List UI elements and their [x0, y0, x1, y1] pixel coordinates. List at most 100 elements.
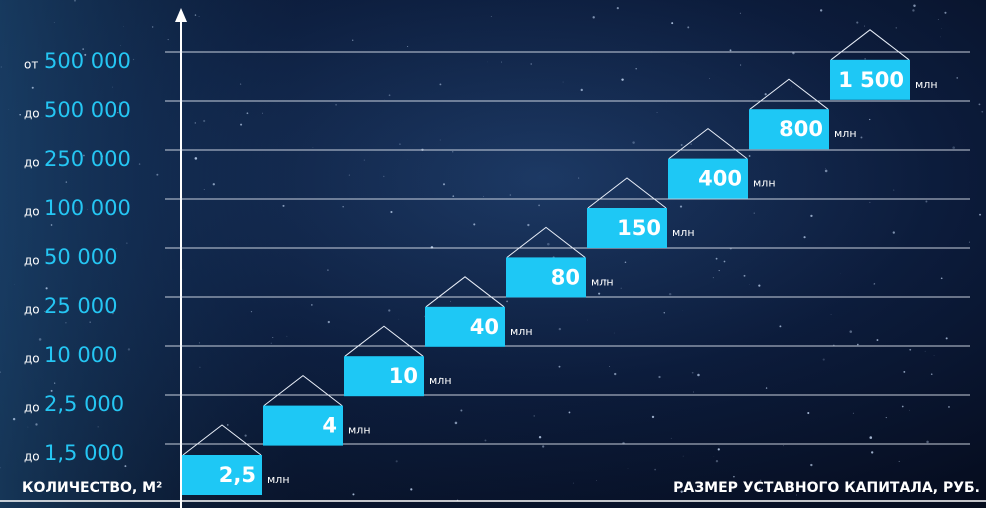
star [388, 94, 391, 97]
step-unit: млн [348, 424, 371, 437]
star [926, 440, 929, 444]
star [82, 48, 84, 50]
star [558, 365, 561, 368]
star [490, 16, 492, 17]
star [76, 206, 78, 208]
star [84, 53, 87, 56]
star [909, 348, 912, 351]
row-value: 50 000 [44, 245, 117, 269]
star [501, 61, 503, 63]
star [0, 371, 1, 373]
step-value: 800 [779, 117, 823, 141]
star [718, 445, 720, 447]
step-box [182, 455, 262, 495]
star [398, 318, 400, 320]
star [632, 141, 635, 144]
step-box [425, 306, 505, 347]
star [53, 22, 55, 23]
star [978, 103, 981, 106]
star [198, 16, 200, 17]
star [562, 81, 564, 83]
star [31, 86, 34, 89]
star [709, 78, 710, 79]
row-prefix: до [24, 401, 40, 415]
star [885, 417, 887, 419]
star [442, 183, 446, 186]
star [50, 389, 53, 392]
star [779, 325, 782, 328]
star [312, 147, 314, 148]
star [680, 490, 683, 493]
star [578, 177, 580, 179]
step-unit: млн [834, 127, 857, 140]
star [981, 110, 984, 113]
star [668, 292, 672, 296]
star [19, 114, 21, 116]
star [246, 112, 249, 115]
star [792, 51, 795, 55]
star [286, 335, 288, 337]
star [723, 260, 726, 263]
row-value: 500 000 [44, 49, 131, 73]
star [956, 77, 958, 79]
star [227, 424, 229, 426]
star [527, 223, 530, 227]
step-unit: млн [429, 374, 452, 387]
step-unit: млн [753, 177, 776, 190]
star [407, 45, 409, 47]
star [614, 372, 617, 376]
star [483, 196, 484, 198]
step-roof [749, 78, 829, 110]
star [203, 119, 206, 123]
star [948, 405, 950, 408]
star [869, 436, 873, 439]
star [718, 270, 720, 272]
star [692, 391, 695, 393]
star [872, 283, 874, 285]
star [167, 39, 169, 41]
step-box [587, 208, 667, 248]
star [876, 339, 879, 341]
row-value: 250 000 [44, 147, 131, 171]
row-value: 10 000 [44, 343, 117, 367]
star [506, 300, 508, 303]
star [715, 460, 719, 463]
star [327, 269, 329, 271]
star [758, 487, 761, 490]
row-prefix: до [24, 156, 40, 170]
star [132, 58, 135, 61]
star [663, 312, 665, 314]
star [857, 343, 859, 346]
step-box [749, 109, 829, 150]
star [538, 204, 540, 207]
step-roof [668, 127, 748, 159]
star [212, 183, 215, 186]
star [27, 426, 29, 428]
star [50, 224, 53, 226]
star [12, 417, 16, 421]
star [729, 49, 732, 52]
star [45, 287, 48, 290]
star [930, 373, 933, 376]
star [912, 9, 915, 12]
star [901, 405, 904, 408]
row-prefix: от [24, 58, 38, 72]
step-roof [506, 226, 586, 258]
star [111, 312, 114, 315]
star [244, 434, 247, 437]
star [450, 300, 452, 302]
row-value: 500 000 [44, 98, 131, 122]
star [97, 426, 99, 428]
star [759, 479, 762, 482]
star [66, 308, 70, 312]
row-value: 1,5 000 [44, 441, 124, 465]
star [680, 143, 683, 146]
star [74, 0, 76, 2]
step-roof [425, 276, 505, 308]
star [198, 342, 200, 344]
star [335, 103, 338, 106]
step-value: 10 [389, 364, 418, 388]
star [54, 382, 56, 384]
star [390, 210, 393, 214]
